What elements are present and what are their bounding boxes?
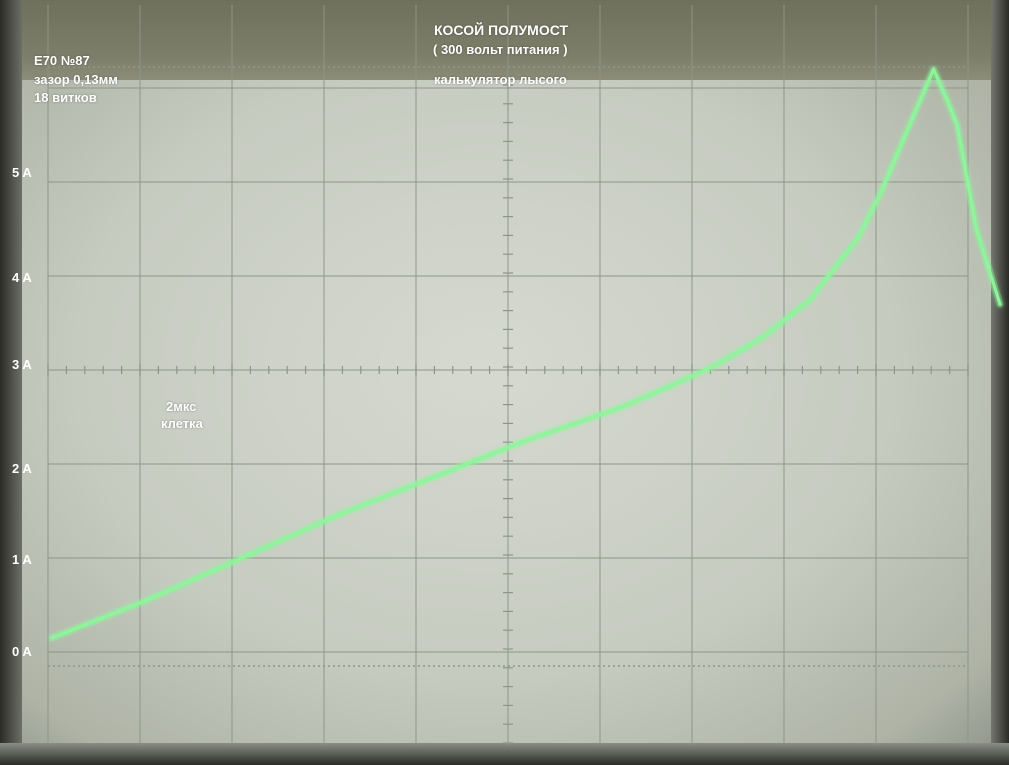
trace-point (808, 298, 812, 301)
turns-label: 18 витков (34, 90, 97, 105)
trace-point (974, 227, 978, 231)
y-tick-label: 4 A (12, 270, 32, 285)
chart-subtitle: ( 300 вольт питания ) (433, 42, 568, 57)
trace-point (946, 100, 950, 104)
trace-point (714, 363, 718, 367)
trace-point (998, 302, 1002, 306)
trace-point (880, 189, 883, 193)
trace-point (761, 335, 765, 339)
trace-point (524, 439, 528, 442)
screen-bottom-bezel (0, 743, 1009, 765)
chart-title: КОСОЙ ПОЛУМОСТ (434, 22, 569, 38)
trace-point (619, 406, 623, 410)
trace-group (48, 65, 1004, 642)
screen-left-bezel (0, 0, 22, 765)
timebase-unit: клетка (161, 416, 203, 431)
y-tick-label: 5 A (12, 165, 32, 180)
trace-point (97, 617, 101, 621)
trace-point (666, 385, 670, 389)
trace-point (932, 67, 936, 71)
y-tick-label: 0 A (12, 644, 32, 659)
credit-label: калькулятор лысого (434, 72, 567, 87)
screen-right-bezel (991, 0, 1009, 765)
trace-point (334, 514, 338, 518)
trace-point (429, 476, 433, 480)
trace-glow (48, 65, 1004, 642)
trace-point (856, 236, 860, 240)
timebase-value: 2мкс (166, 399, 197, 414)
y-tick-label: 3 A (12, 357, 32, 372)
y-tick-label: 1 A (12, 552, 32, 567)
trace-point (903, 133, 907, 137)
trace-point (145, 598, 149, 602)
trace-point (50, 636, 54, 640)
current-trace (50, 67, 1002, 640)
trace-point (240, 556, 244, 560)
graticule (47, 5, 969, 745)
trace-point (955, 124, 959, 128)
gap-label: зазор 0,13мм (34, 72, 118, 87)
core-label: E70 №87 (34, 53, 90, 68)
y-tick-label: 2 A (12, 461, 32, 476)
